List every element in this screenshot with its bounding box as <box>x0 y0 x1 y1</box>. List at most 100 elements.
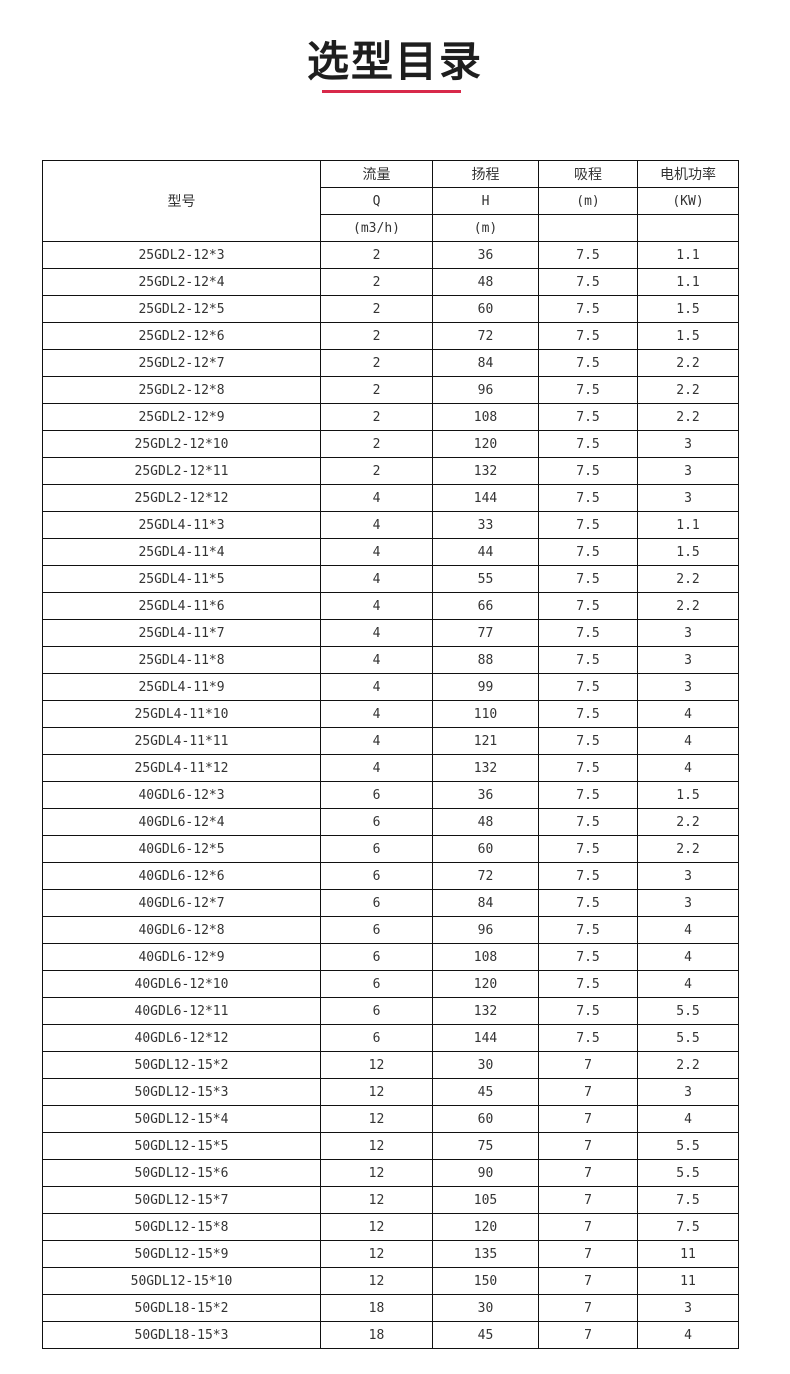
cell-model: 50GDL12-15*9 <box>42 1240 321 1268</box>
cell-suction: 7 <box>538 1132 638 1160</box>
header-suction-unit: (m) <box>538 187 638 215</box>
table-row: 25GDL4-11*3 4 33 7.5 1.1 <box>42 511 739 539</box>
cell-flow: 18 <box>320 1294 433 1322</box>
cell-flow: 6 <box>320 889 433 917</box>
cell-model: 25GDL4-11*9 <box>42 673 321 701</box>
cell-model: 50GDL12-15*3 <box>42 1078 321 1106</box>
cell-power: 4 <box>637 1105 739 1133</box>
cell-model: 50GDL12-15*5 <box>42 1132 321 1160</box>
cell-model: 25GDL4-11*6 <box>42 592 321 620</box>
cell-power: 11 <box>637 1267 739 1295</box>
cell-power: 2.2 <box>637 565 739 593</box>
cell-power: 4 <box>637 754 739 782</box>
table-row: 25GDL2-12*7 2 84 7.5 2.2 <box>42 349 739 377</box>
table-row: 40GDL6-12*8 6 96 7.5 4 <box>42 916 739 944</box>
cell-power: 4 <box>637 943 739 971</box>
table-row: 50GDL12-15*6 12 90 7 5.5 <box>42 1159 739 1187</box>
table-row: 25GDL2-12*10 2 120 7.5 3 <box>42 430 739 458</box>
cell-head: 150 <box>432 1267 539 1295</box>
cell-head: 45 <box>432 1078 539 1106</box>
cell-model: 25GDL4-11*11 <box>42 727 321 755</box>
cell-power: 3 <box>637 646 739 674</box>
cell-power: 4 <box>637 1321 739 1349</box>
cell-power: 3 <box>637 457 739 485</box>
cell-model: 25GDL4-11*10 <box>42 700 321 728</box>
cell-suction: 7.5 <box>538 268 638 296</box>
cell-model: 40GDL6-12*4 <box>42 808 321 836</box>
cell-power: 11 <box>637 1240 739 1268</box>
cell-flow: 6 <box>320 970 433 998</box>
cell-flow: 12 <box>320 1105 433 1133</box>
table-row: 50GDL12-15*7 12 105 7 7.5 <box>42 1186 739 1214</box>
cell-power: 2.2 <box>637 403 739 431</box>
table-row: 50GDL12-15*2 12 30 7 2.2 <box>42 1051 739 1079</box>
table-row: 50GDL12-15*3 12 45 7 3 <box>42 1078 739 1106</box>
table-row: 40GDL6-12*4 6 48 7.5 2.2 <box>42 808 739 836</box>
table-row: 50GDL18-15*2 18 30 7 3 <box>42 1294 739 1322</box>
cell-power: 7.5 <box>637 1186 739 1214</box>
cell-suction: 7.5 <box>538 322 638 350</box>
cell-power: 1.5 <box>637 538 739 566</box>
cell-flow: 2 <box>320 349 433 377</box>
cell-power: 5.5 <box>637 1132 739 1160</box>
header-power-unit: (KW) <box>637 187 739 215</box>
cell-model: 25GDL4-11*4 <box>42 538 321 566</box>
cell-model: 25GDL2-12*6 <box>42 322 321 350</box>
cell-flow: 2 <box>320 430 433 458</box>
cell-head: 132 <box>432 457 539 485</box>
cell-power: 4 <box>637 700 739 728</box>
table-row: 40GDL6-12*11 6 132 7.5 5.5 <box>42 997 739 1025</box>
table-row: 40GDL6-12*6 6 72 7.5 3 <box>42 862 739 890</box>
cell-head: 72 <box>432 862 539 890</box>
cell-suction: 7.5 <box>538 673 638 701</box>
cell-power: 1.5 <box>637 781 739 809</box>
cell-power: 2.2 <box>637 592 739 620</box>
cell-suction: 7.5 <box>538 835 638 863</box>
cell-flow: 2 <box>320 457 433 485</box>
cell-flow: 4 <box>320 700 433 728</box>
selection-table: 型号 流量 扬程 吸程 电机功率 Q H (m) (KW) (m3/h) (m)… <box>42 160 739 1349</box>
cell-suction: 7.5 <box>538 943 638 971</box>
cell-flow: 12 <box>320 1132 433 1160</box>
cell-flow: 12 <box>320 1078 433 1106</box>
cell-power: 5.5 <box>637 1024 739 1052</box>
cell-head: 72 <box>432 322 539 350</box>
cell-head: 36 <box>432 241 539 269</box>
cell-head: 144 <box>432 1024 539 1052</box>
cell-suction: 7.5 <box>538 997 638 1025</box>
cell-suction: 7 <box>538 1078 638 1106</box>
cell-model: 40GDL6-12*10 <box>42 970 321 998</box>
cell-suction: 7 <box>538 1051 638 1079</box>
cell-model: 25GDL4-11*8 <box>42 646 321 674</box>
cell-suction: 7 <box>538 1105 638 1133</box>
cell-power: 3 <box>637 484 739 512</box>
header-flow-symbol: Q <box>320 187 433 215</box>
cell-flow: 18 <box>320 1321 433 1349</box>
cell-flow: 4 <box>320 727 433 755</box>
cell-model: 40GDL6-12*3 <box>42 781 321 809</box>
table-row: 25GDL2-12*8 2 96 7.5 2.2 <box>42 376 739 404</box>
cell-head: 121 <box>432 727 539 755</box>
cell-suction: 7.5 <box>538 619 638 647</box>
cell-suction: 7.5 <box>538 403 638 431</box>
cell-power: 2.2 <box>637 1051 739 1079</box>
cell-head: 36 <box>432 781 539 809</box>
cell-suction: 7.5 <box>538 970 638 998</box>
cell-suction: 7.5 <box>538 700 638 728</box>
cell-model: 25GDL4-11*5 <box>42 565 321 593</box>
cell-flow: 12 <box>320 1213 433 1241</box>
cell-model: 50GDL18-15*2 <box>42 1294 321 1322</box>
header-empty <box>538 214 638 242</box>
cell-model: 25GDL2-12*4 <box>42 268 321 296</box>
cell-head: 60 <box>432 1105 539 1133</box>
cell-flow: 6 <box>320 997 433 1025</box>
cell-suction: 7 <box>538 1267 638 1295</box>
page-title: 选型目录 <box>306 37 483 86</box>
cell-suction: 7 <box>538 1294 638 1322</box>
cell-head: 77 <box>432 619 539 647</box>
cell-suction: 7.5 <box>538 592 638 620</box>
cell-head: 84 <box>432 349 539 377</box>
cell-flow: 2 <box>320 322 433 350</box>
cell-head: 135 <box>432 1240 539 1268</box>
cell-power: 2.2 <box>637 349 739 377</box>
